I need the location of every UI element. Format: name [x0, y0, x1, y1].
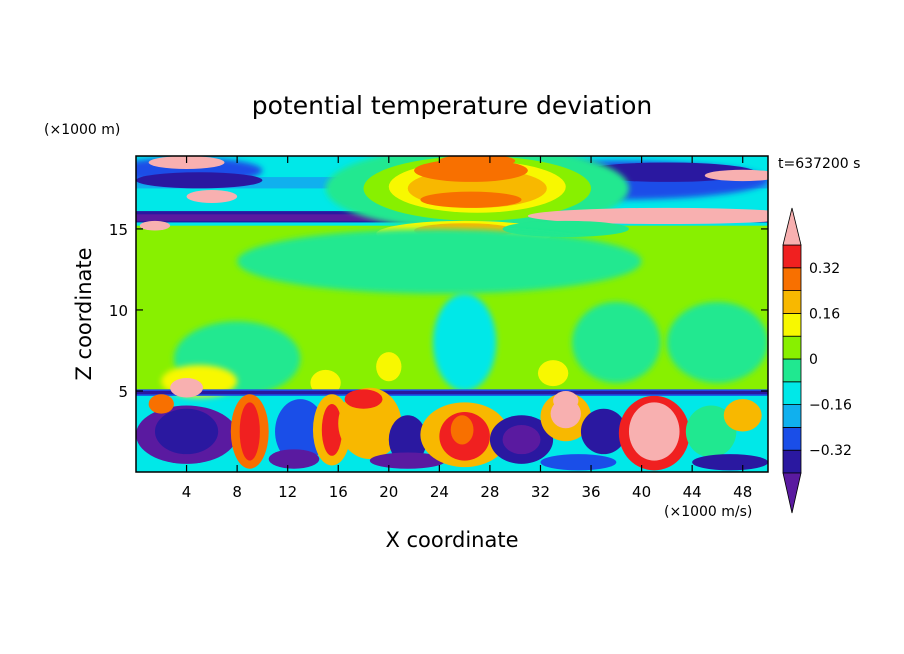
x-axis: 4 8 12 16 20 24 28 32 36 40 44 48	[182, 156, 752, 501]
colorbar-segment	[782, 335, 802, 360]
x-tick-label: 12	[278, 483, 297, 501]
colorbar-segment	[782, 312, 802, 337]
contour-field	[136, 156, 768, 472]
y-tick-label: 5	[118, 383, 128, 401]
colorbar-segment	[782, 244, 802, 269]
y-unit-label: (×1000 m)	[44, 122, 120, 138]
colorbar-segment	[782, 358, 802, 383]
x-tick-label: 20	[379, 483, 398, 501]
colorbar-label: −0.32	[809, 443, 852, 459]
colorbar: −0.32 −0.16 0 0.16 0.32	[782, 207, 852, 514]
x-tick-label: 36	[581, 483, 600, 501]
chart-title: potential temperature deviation	[252, 91, 652, 120]
colorbar-segment	[782, 426, 802, 451]
colorbar-segment	[782, 404, 802, 428]
colorbar-segment	[782, 267, 802, 291]
colorbar-label: 0.16	[809, 306, 840, 322]
x-tick-label: 32	[531, 483, 550, 501]
y-axis-title: Z coordinate	[72, 247, 96, 380]
x-tick-label: 44	[683, 483, 702, 501]
colorbar-label: 0	[809, 352, 818, 368]
colorbar-segment	[782, 449, 802, 474]
x-axis-title: X coordinate	[385, 528, 518, 552]
y-tick-label: 10	[109, 302, 128, 320]
x-tick-label: 8	[232, 483, 242, 501]
x-tick-label: 4	[182, 483, 192, 501]
colorbar-label: −0.16	[809, 398, 852, 414]
x-tick-label: 48	[733, 483, 752, 501]
x-tick-label: 40	[632, 483, 651, 501]
colorbar-label: 0.32	[809, 261, 840, 277]
colorbar-segment	[782, 290, 802, 314]
y-tick-label: 15	[109, 221, 128, 239]
x-tick-label: 16	[329, 483, 348, 501]
colorbar-under-triangle	[782, 472, 802, 514]
x-unit-label: (×1000 m/s)	[664, 504, 752, 520]
time-label: t=637200 s	[778, 156, 860, 172]
plot-frame	[135, 155, 769, 473]
x-tick-label: 28	[480, 483, 499, 501]
colorbar-over-triangle	[782, 207, 802, 246]
x-tick-label: 24	[430, 483, 449, 501]
colorbar-segment	[782, 381, 802, 405]
y-axis: 5 10 15	[109, 221, 768, 401]
